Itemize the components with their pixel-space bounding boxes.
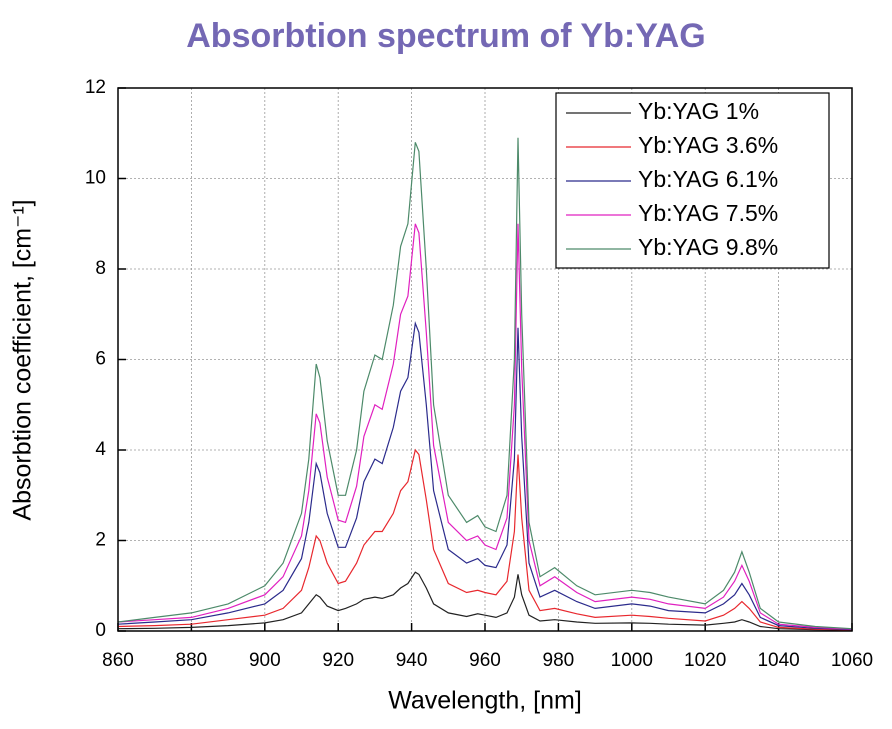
data-line [117,448,853,631]
x-axis-label: Wavelength, [nm] [388,687,582,715]
data-line [117,320,853,631]
y-tick-label: 0 [95,620,106,641]
data-line [117,137,853,630]
x-tick-label: 920 [322,650,354,671]
legend-label: Yb:YAG 7.5% [638,200,778,226]
data-line [117,223,853,630]
legend-label: Yb:YAG 6.1% [638,166,778,192]
legend-label: Yb:YAG 1% [638,98,759,124]
x-tick-label: 1020 [684,650,726,671]
x-tick-label: 900 [249,650,281,671]
chart-title: Absorbtion spectrum of Yb:YAG [186,17,706,55]
legend-label: Yb:YAG 3.6% [638,132,778,158]
x-tick-label: 1060 [831,650,873,671]
y-tick-label: 6 [95,349,106,370]
y-tick-label: 4 [95,439,106,460]
y-tick-label: 8 [95,258,106,279]
x-tick-label: 860 [102,650,134,671]
plot-frame [117,87,853,632]
legend-label: Yb:YAG 9.8% [638,234,778,260]
y-tick-label: 2 [95,530,106,551]
x-tick-label: 940 [396,650,428,671]
x-tick-label: 880 [176,650,208,671]
x-tick-label: 1040 [757,650,799,671]
data-line [117,571,853,631]
y-tick-label: 12 [85,77,106,98]
x-tick-label: 1000 [611,650,653,671]
y-tick-label: 10 [85,168,106,189]
x-tick-label: 980 [543,650,575,671]
y-axis-label: Absorbtion coefficient, [cm⁻¹] [9,199,37,520]
x-tick-label: 960 [469,650,501,671]
